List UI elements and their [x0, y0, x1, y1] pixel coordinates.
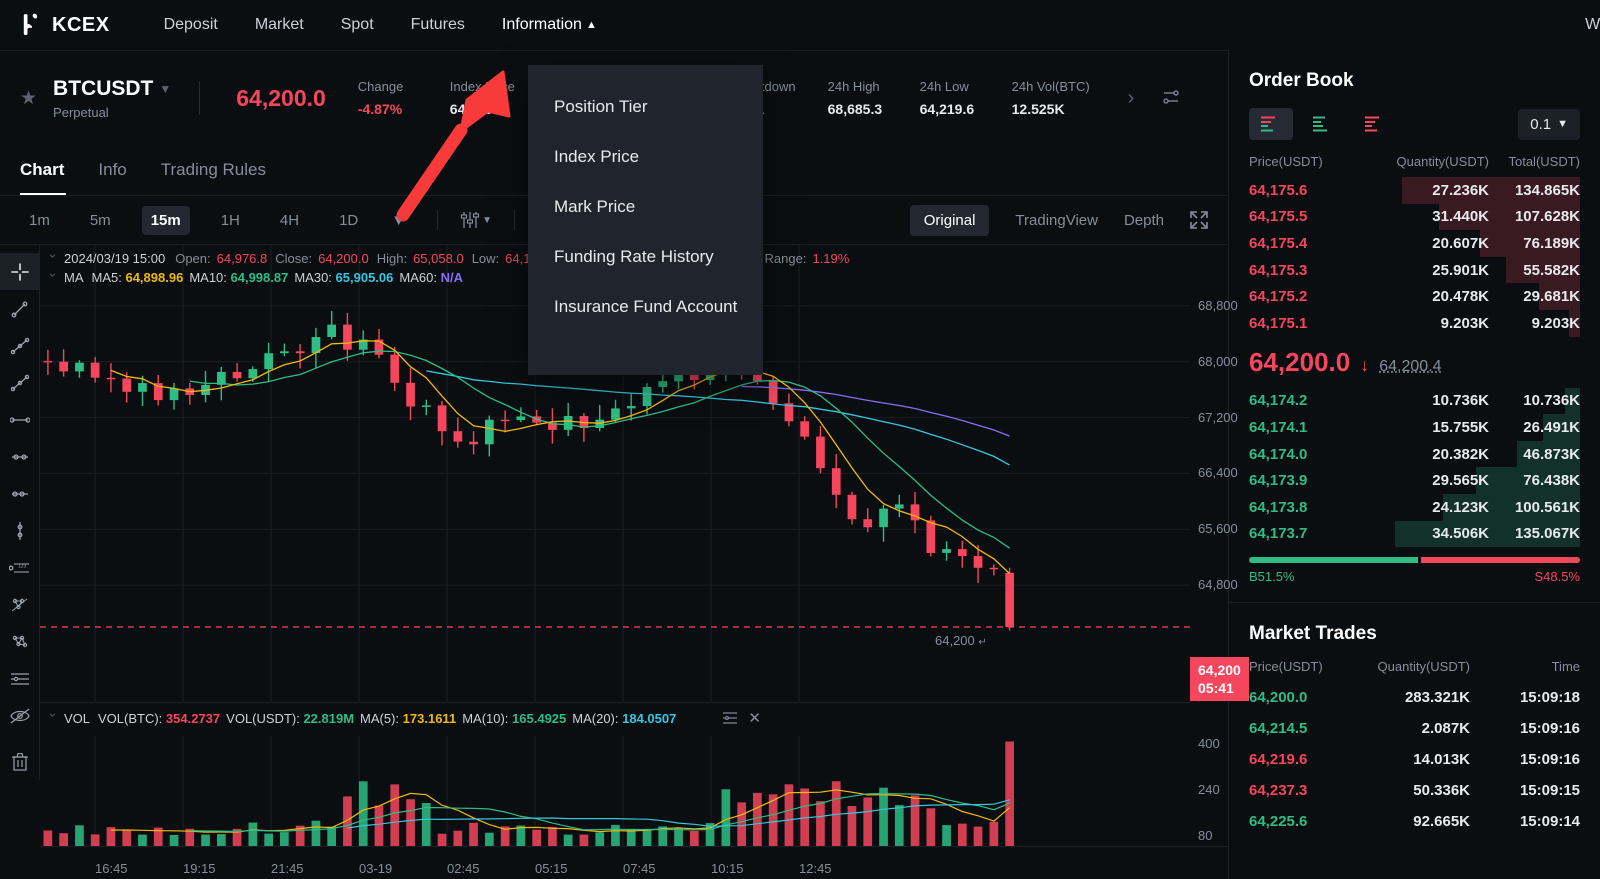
- svg-text:123: 123: [18, 563, 27, 569]
